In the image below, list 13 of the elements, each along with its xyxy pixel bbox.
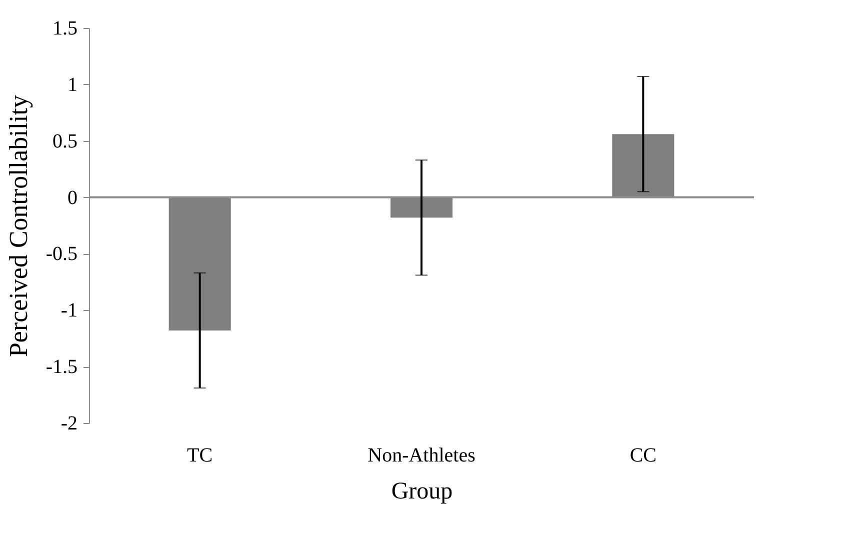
- x-axis-title: Group: [391, 478, 453, 504]
- x-tick-label: Non-Athletes: [368, 444, 476, 466]
- y-tick-label: -1: [60, 300, 78, 322]
- y-tick-label: -1.5: [46, 356, 78, 378]
- y-tick-label: -0.5: [46, 243, 78, 266]
- x-tick-label: CC: [630, 444, 657, 466]
- y-tick-label: 0.5: [52, 130, 78, 152]
- y-axis-title: Perceived Controllability: [4, 94, 33, 358]
- y-tick-label: 1.5: [52, 18, 78, 40]
- y-tick-label: 0: [68, 186, 78, 209]
- y-tick-label: -2: [60, 412, 78, 434]
- x-tick-label: TC: [187, 444, 213, 466]
- y-tick-label: 1: [68, 74, 78, 96]
